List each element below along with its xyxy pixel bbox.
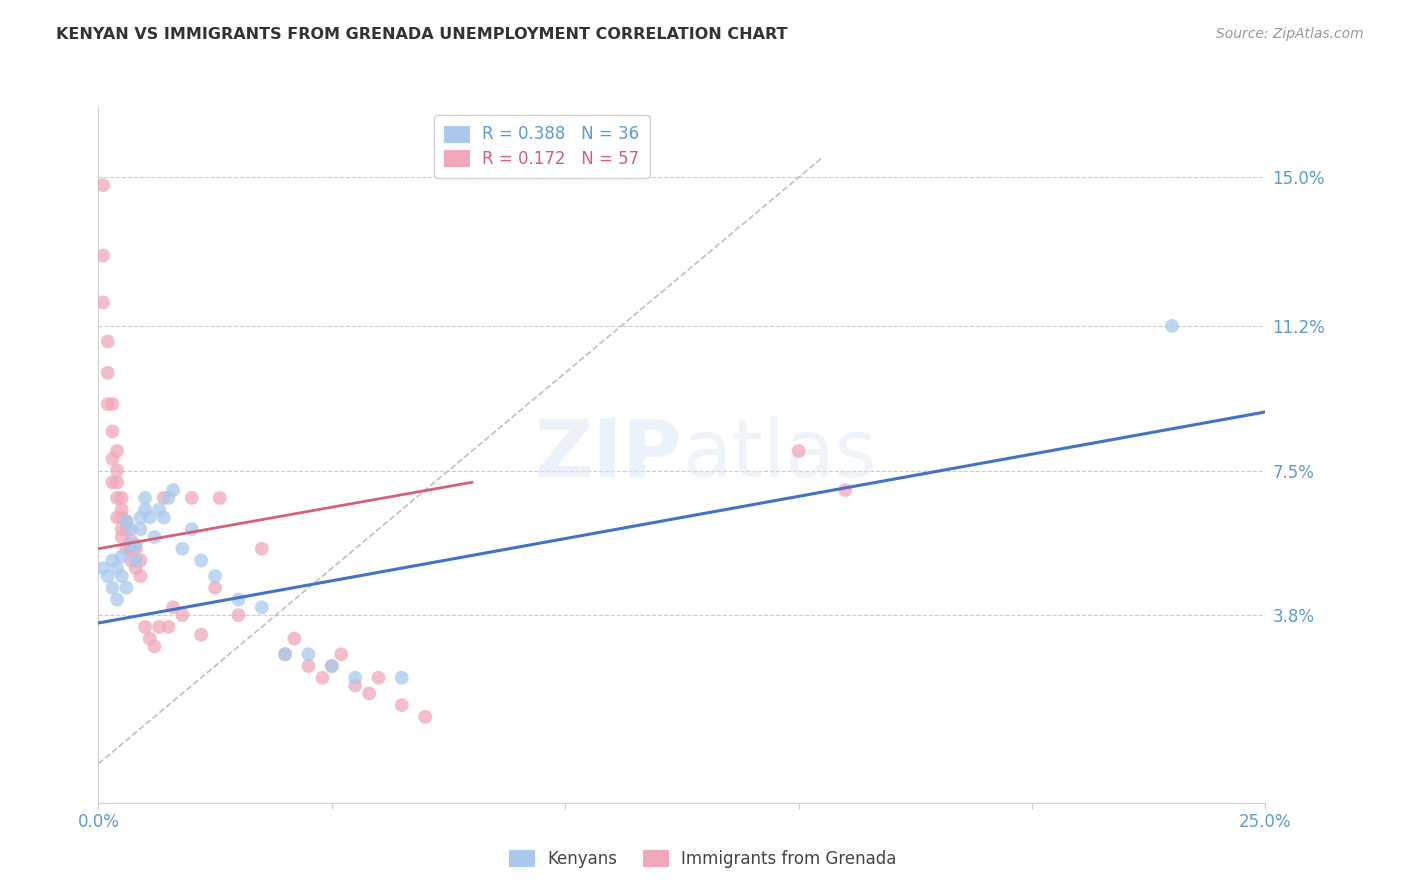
Legend: R = 0.388   N = 36, R = 0.172   N = 57: R = 0.388 N = 36, R = 0.172 N = 57 [434,115,650,178]
Point [120,538,142,552]
Point [139,510,162,524]
Point [105,475,128,490]
Point [115,514,138,528]
Point [91,561,114,575]
Point [97,397,120,411]
Text: ZIP: ZIP [534,416,682,494]
Point [152,491,174,505]
Point [111,549,134,564]
Point [125,538,148,552]
Point [139,632,162,646]
Point [115,514,138,528]
Point [129,553,152,567]
Point [101,475,124,490]
Point [115,541,138,556]
Point [134,620,156,634]
Point [204,581,226,595]
Point [190,553,212,567]
Point [134,491,156,505]
Point [208,491,231,505]
Point [105,444,128,458]
Point [129,569,152,583]
Point [297,647,319,661]
Point [157,620,180,634]
Point [413,710,436,724]
Point [330,647,353,661]
Point [391,671,413,685]
Point [97,366,120,380]
Point [91,249,114,263]
Point [111,569,134,583]
Point [148,502,170,516]
Point [787,444,810,458]
Point [129,510,152,524]
Point [125,553,148,567]
Point [297,659,319,673]
Point [120,541,142,556]
Point [190,628,212,642]
Point [344,679,367,693]
Point [111,530,134,544]
Text: atlas: atlas [682,416,876,494]
Point [148,620,170,634]
Point [321,659,343,673]
Point [105,491,128,505]
Legend: Kenyans, Immigrants from Grenada: Kenyans, Immigrants from Grenada [503,844,903,875]
Point [120,522,142,536]
Point [180,491,202,505]
Point [228,592,250,607]
Point [344,671,367,685]
Point [115,522,138,536]
Point [359,686,381,700]
Point [311,671,333,685]
Text: KENYAN VS IMMIGRANTS FROM GRENADA UNEMPLOYMENT CORRELATION CHART: KENYAN VS IMMIGRANTS FROM GRENADA UNEMPL… [56,27,787,42]
Point [143,530,166,544]
Point [105,464,128,478]
Point [172,608,194,623]
Point [274,647,297,661]
Point [105,592,128,607]
Point [125,561,148,575]
Point [204,569,226,583]
Point [120,533,142,548]
Point [97,569,120,583]
Point [105,561,128,575]
Point [250,600,273,615]
Point [129,522,152,536]
Point [105,510,128,524]
Point [391,698,413,712]
Point [120,553,142,567]
Point [101,581,124,595]
Point [111,522,134,536]
Point [101,425,124,439]
Point [143,640,166,654]
Point [157,491,180,505]
Point [101,397,124,411]
Point [162,600,184,615]
Point [115,581,138,595]
Point [250,541,273,556]
Point [162,483,184,497]
Point [101,451,124,466]
Point [125,541,148,556]
Point [152,510,174,524]
Point [111,491,134,505]
Point [180,522,202,536]
Point [134,502,156,516]
Point [321,659,343,673]
Point [91,295,114,310]
Point [111,510,134,524]
Point [367,671,389,685]
Point [97,334,120,349]
Point [274,647,297,661]
Text: Source: ZipAtlas.com: Source: ZipAtlas.com [1216,27,1364,41]
Point [1161,318,1184,333]
Point [101,553,124,567]
Point [228,608,250,623]
Point [834,483,856,497]
Point [111,502,134,516]
Point [172,541,194,556]
Point [283,632,305,646]
Point [91,178,114,193]
